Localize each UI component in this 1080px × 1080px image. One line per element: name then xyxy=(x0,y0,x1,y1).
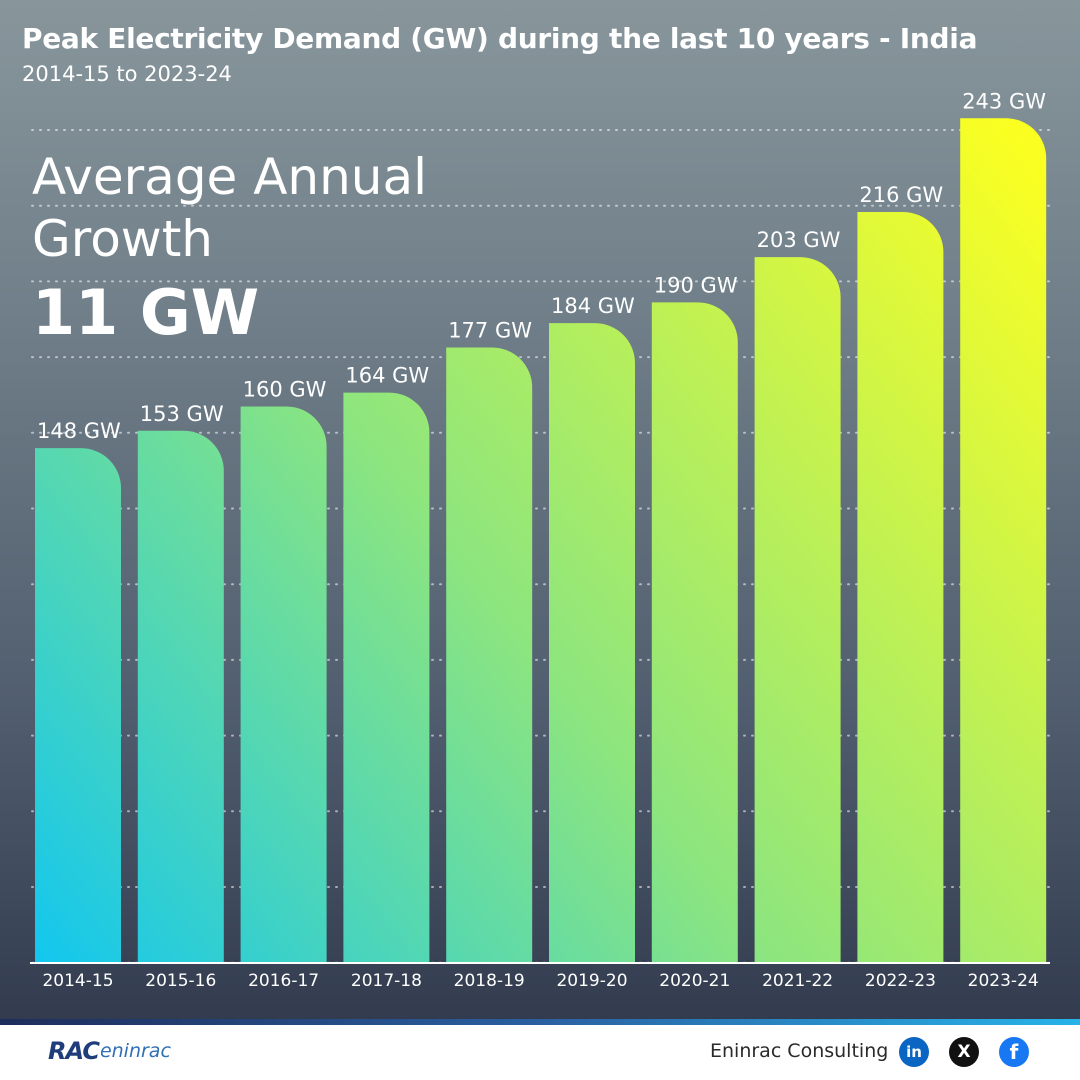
linkedin-icon[interactable]: in xyxy=(899,1037,929,1067)
data-label: 243 GW xyxy=(962,89,1046,113)
bar-2020-21 xyxy=(651,302,738,962)
data-label: 160 GW xyxy=(243,377,327,401)
data-label: 153 GW xyxy=(140,402,224,426)
x-tick-label: 2017-18 xyxy=(351,971,422,991)
x-tick-label: 2014-15 xyxy=(42,971,113,991)
x-tick-label: 2018-19 xyxy=(454,971,525,991)
footer-divider xyxy=(0,1019,1080,1025)
x-tick-label: 2021-22 xyxy=(762,971,833,991)
bar-2021-22 xyxy=(754,257,841,963)
x-tick-label: 2022-23 xyxy=(865,971,936,991)
growth-value: 11 GW xyxy=(32,276,260,349)
x-tick-label: 2023-24 xyxy=(968,971,1039,991)
footer: RAC eninrac Eninrac Consulting in X f xyxy=(0,1025,1080,1080)
x-tick-label: 2020-21 xyxy=(659,971,730,991)
data-label: 184 GW xyxy=(551,294,635,318)
x-tick-label: 2016-17 xyxy=(248,971,319,991)
bar-2015-16 xyxy=(137,430,224,962)
bar-chart: 148 GW 2014-15 153 GW 2015-16 160 GW 2016-17 1… xyxy=(35,89,1047,991)
growth-callout: Average Annual Growth 11 GW xyxy=(32,146,452,352)
data-label: 190 GW xyxy=(654,273,738,297)
company-name: Eninrac Consulting xyxy=(710,1040,889,1062)
x-tick-label: 2019-20 xyxy=(556,971,627,991)
bar-2018-19 xyxy=(446,347,533,962)
data-label: 203 GW xyxy=(757,228,841,252)
data-label: 148 GW xyxy=(37,419,121,443)
logo-text: eninrac xyxy=(99,1040,171,1062)
data-label: 216 GW xyxy=(859,183,943,207)
data-label: 164 GW xyxy=(345,364,429,388)
chart-title: Peak Electricity Demand (GW) during the … xyxy=(22,22,978,55)
x-icon[interactable]: X xyxy=(949,1037,979,1067)
bar-2016-17 xyxy=(240,406,327,963)
bar-2014-15 xyxy=(35,448,121,962)
logo-mark: RAC xyxy=(48,1037,100,1065)
chart-subtitle: 2014-15 to 2023-24 xyxy=(22,62,232,86)
data-label: 177 GW xyxy=(448,318,532,342)
bar-2019-20 xyxy=(549,323,635,963)
bar-2017-18 xyxy=(343,392,430,962)
eninrac-logo: RAC eninrac xyxy=(48,1037,171,1065)
x-tick-label: 2015-16 xyxy=(145,971,216,991)
facebook-icon[interactable]: f xyxy=(999,1037,1029,1067)
growth-label: Average Annual Growth xyxy=(32,148,428,268)
bar-2023-24 xyxy=(960,118,1047,962)
bar-2022-23 xyxy=(857,212,944,963)
